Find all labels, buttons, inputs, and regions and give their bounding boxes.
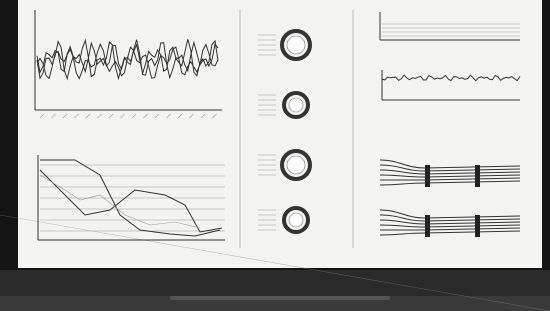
page: (() => { const data = JSON.parse(documen…: [0, 0, 550, 311]
decor-donut-inner: [289, 213, 303, 227]
decor-donut-inner: [287, 36, 305, 54]
laptop-photo: [0, 0, 550, 311]
bezel-bottom: [0, 270, 550, 300]
decor-donut-inner: [289, 98, 303, 112]
decor-node: [425, 165, 430, 187]
decor-node: [475, 215, 480, 237]
decor-node: [475, 165, 480, 187]
hinge: [170, 296, 390, 300]
decor-donut-inner: [287, 156, 305, 174]
decor-node: [425, 215, 430, 237]
